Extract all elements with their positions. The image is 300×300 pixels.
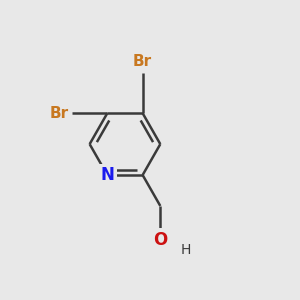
Text: N: N [100,166,114,184]
Text: O: O [153,231,167,249]
Text: Br: Br [50,106,69,121]
Text: Br: Br [133,54,152,69]
Text: H: H [181,243,191,257]
